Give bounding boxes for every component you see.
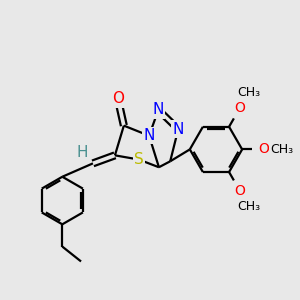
Text: O: O <box>234 184 245 198</box>
Text: O: O <box>112 92 124 106</box>
Text: O: O <box>234 101 245 115</box>
Text: N: N <box>172 122 184 137</box>
Text: O: O <box>258 142 269 156</box>
Text: CH₃: CH₃ <box>270 143 293 156</box>
Text: H: H <box>76 146 88 160</box>
Text: CH₃: CH₃ <box>237 200 260 213</box>
Text: N: N <box>143 128 155 143</box>
Text: N: N <box>153 102 164 117</box>
Text: CH₃: CH₃ <box>237 86 260 99</box>
Text: S: S <box>134 152 144 167</box>
